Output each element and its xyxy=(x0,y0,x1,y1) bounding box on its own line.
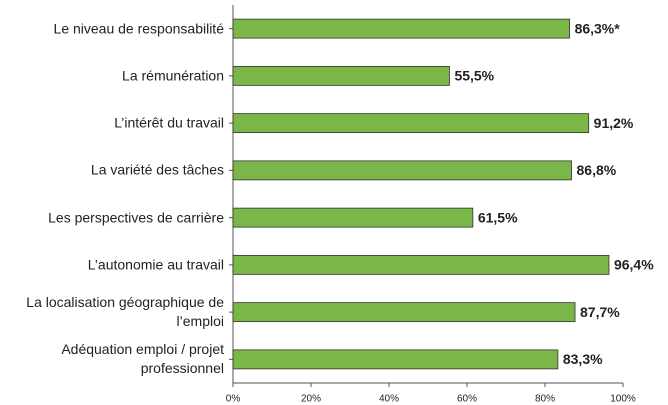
bar xyxy=(232,207,474,228)
bar xyxy=(232,349,559,370)
x-tick-label: 0% xyxy=(226,394,241,405)
category-label: La localisation géographique de l’emploi xyxy=(26,294,224,330)
value-label: 87,7% xyxy=(580,304,620,320)
bar xyxy=(232,18,570,39)
category-label: L’autonomie au travail xyxy=(87,256,224,273)
category-label: La rémunération xyxy=(122,67,224,84)
value-label: 91,2% xyxy=(594,115,634,131)
value-label: 83,3% xyxy=(563,351,603,367)
bar xyxy=(232,254,610,275)
x-tick-label: 100% xyxy=(610,394,636,405)
bar xyxy=(232,302,576,323)
value-label: 55,5% xyxy=(454,68,494,84)
value-label: 86,8% xyxy=(577,162,617,178)
bar xyxy=(232,160,572,181)
x-tick-label: 60% xyxy=(457,394,477,405)
x-tick-label: 40% xyxy=(379,394,399,405)
category-label: Le niveau de responsabilité xyxy=(53,20,224,37)
value-label: 96,4% xyxy=(614,257,654,273)
category-label: La variété des tâches xyxy=(90,161,224,178)
category-label: Adéquation emploi / projet professionnel xyxy=(61,341,224,377)
category-label: L’intérêt du travail xyxy=(114,114,224,131)
category-label: Les perspectives de carrière xyxy=(48,209,224,226)
x-tick-label: 20% xyxy=(301,394,321,405)
bar xyxy=(232,113,590,134)
value-label: 86,3%* xyxy=(575,20,621,36)
x-tick-label: 80% xyxy=(535,394,555,405)
value-label: 61,5% xyxy=(478,209,518,225)
bar xyxy=(232,65,450,86)
